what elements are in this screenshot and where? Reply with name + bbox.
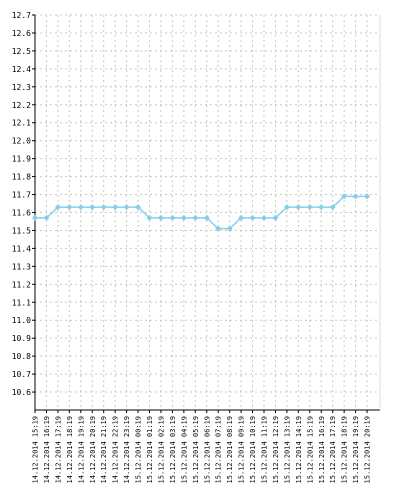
x-tick-label: 14.12.2014 15:19	[32, 416, 40, 483]
data-point	[89, 204, 96, 211]
x-tick-label: 15.12.2014 12:19	[272, 416, 280, 483]
data-point	[157, 214, 164, 221]
data-point	[272, 214, 279, 221]
data-point	[146, 214, 153, 221]
data-point	[352, 193, 359, 200]
x-tick-label: 15.12.2014 03:19	[169, 416, 177, 483]
data-point	[226, 225, 233, 232]
x-tick-label: 14.12.2014 19:19	[77, 416, 85, 483]
x-tick-label: 15.12.2014 14:19	[295, 416, 303, 483]
y-tick-label: 10.8	[12, 352, 31, 361]
data-point	[135, 204, 142, 211]
y-axis-ticks: 10.6 10.7 10.8 10.9 11.0 11.1 11.2 11.3 11.4 11.5…	[12, 11, 35, 397]
data-point	[364, 193, 371, 200]
x-tick-label: 15.12.2014 01:19	[146, 416, 154, 483]
y-tick-label: 10.6	[12, 388, 31, 397]
y-tick-label: 11.2	[12, 280, 31, 289]
data-point	[261, 214, 267, 221]
data-point	[169, 214, 176, 221]
x-tick-label: 14.12.2014 23:19	[123, 416, 131, 483]
data-point	[32, 214, 38, 221]
x-tick-label: 15.12.2014 09:19	[238, 416, 246, 483]
y-tick-label: 12.0	[12, 137, 31, 146]
x-tick-label: 15.12.2014 08:19	[226, 416, 234, 483]
x-tick-label: 14.12.2014 22:19	[112, 416, 120, 483]
data-point	[66, 204, 73, 211]
data-point	[54, 204, 61, 211]
data-point	[192, 214, 199, 221]
data-point	[318, 204, 325, 211]
y-tick-label: 12.1	[12, 119, 31, 128]
x-tick-label: 15.12.2014 00:19	[135, 416, 143, 483]
x-tick-label: 15.12.2014 04:19	[180, 416, 188, 483]
y-tick-label: 12.7	[12, 11, 31, 20]
data-point	[100, 204, 107, 211]
data-point	[306, 204, 313, 211]
x-axis-ticks: 14.12.2014 15:19 14.12.2014 16:19 14.12.20…	[32, 410, 372, 483]
x-tick-label: 15.12.2014 11:19	[261, 416, 269, 483]
data-series	[32, 193, 371, 232]
grid-lines	[34, 14, 380, 410]
x-tick-label: 15.12.2014 06:19	[203, 416, 211, 483]
data-point	[180, 214, 187, 221]
y-tick-label: 10.9	[12, 334, 31, 343]
data-point	[77, 204, 84, 211]
data-point	[203, 214, 210, 221]
x-tick-label: 15.12.2014 10:19	[249, 416, 257, 483]
y-tick-label: 11.0	[12, 316, 31, 325]
x-tick-label: 15.12.2014 05:19	[192, 416, 200, 483]
x-tick-label: 14.12.2014 17:19	[54, 416, 62, 483]
x-tick-label: 15.12.2014 20:19	[364, 416, 372, 483]
x-tick-label: 14.12.2014 21:19	[100, 416, 108, 483]
y-tick-label: 11.4	[12, 244, 31, 253]
data-point	[341, 193, 348, 200]
x-tick-label: 15.12.2014 19:19	[352, 416, 360, 483]
x-tick-label: 15.12.2014 07:19	[215, 416, 223, 483]
data-point	[215, 225, 222, 232]
y-tick-label: 12.4	[12, 65, 31, 74]
x-tick-label: 15.12.2014 13:19	[283, 416, 291, 483]
x-tick-label: 15.12.2014 17:19	[329, 416, 337, 483]
data-point	[112, 204, 119, 211]
x-tick-label: 15.12.2014 16:19	[318, 416, 326, 483]
x-tick-label: 15.12.2014 02:19	[157, 416, 165, 483]
y-tick-label: 12.2	[12, 101, 31, 110]
data-point	[249, 214, 256, 221]
y-tick-label: 11.7	[12, 191, 31, 200]
y-tick-label: 12.6	[12, 29, 31, 38]
x-tick-label: 15.12.2014 18:19	[341, 416, 349, 483]
x-tick-label: 14.12.2014 20:19	[89, 416, 97, 483]
y-tick-label: 11.3	[12, 262, 31, 271]
y-tick-label: 11.5	[12, 226, 31, 235]
y-tick-label: 11.9	[12, 155, 31, 164]
y-tick-label: 11.6	[12, 209, 31, 218]
x-tick-label: 15.12.2014 15:19	[306, 416, 314, 483]
y-tick-label: 10.7	[12, 370, 31, 379]
x-tick-label: 14.12.2014 18:19	[66, 416, 74, 483]
data-point	[283, 204, 290, 211]
data-point	[295, 204, 302, 211]
x-tick-label: 14.12.2014 16:19	[43, 416, 51, 483]
data-point	[123, 204, 130, 211]
data-point	[238, 214, 245, 221]
y-tick-label: 11.1	[12, 298, 31, 307]
data-point	[329, 204, 336, 211]
y-tick-label: 12.3	[12, 83, 31, 92]
y-tick-label: 12.5	[12, 47, 31, 56]
data-point	[43, 214, 50, 221]
y-tick-label: 11.8	[12, 173, 31, 182]
